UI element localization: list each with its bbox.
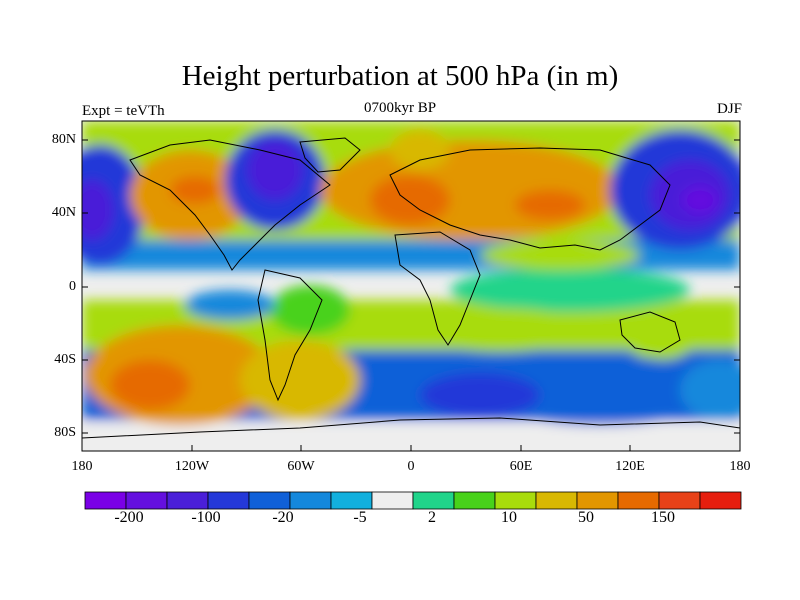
- colorbar-swatch: [494, 491, 537, 510]
- colorbar-swatch: [289, 491, 332, 510]
- colorbar-swatch: [453, 491, 496, 510]
- colorbar-swatch: [699, 491, 742, 510]
- colorbar: [84, 491, 742, 510]
- lat-label-40s: 40S: [54, 352, 76, 367]
- colorbar-swatch: [371, 491, 414, 510]
- colorbar-swatch: [658, 491, 701, 510]
- lon-label-120e: 120E: [615, 459, 645, 474]
- colorbar-swatch: [125, 491, 168, 510]
- coastlines: [82, 137, 740, 439]
- colorbar-label: -200: [114, 509, 144, 526]
- lat-ticks: [82, 139, 740, 434]
- colorbar-label: -5: [353, 509, 367, 526]
- map-title: Height perturbation at 500 hPa (in m): [181, 60, 619, 92]
- season-label: DJF: [716, 101, 742, 117]
- colorbar-label: 150: [651, 509, 675, 526]
- colorbar-swatch: [166, 491, 209, 510]
- colorbar-swatch: [412, 491, 455, 510]
- lat-label-80n: 80N: [51, 132, 76, 147]
- colorbar-swatch: [248, 491, 291, 510]
- colorbar-swatch: [617, 491, 660, 510]
- lat-label-80s: 80S: [54, 425, 76, 440]
- lon-label-180e: 180: [729, 459, 751, 474]
- lon-label-60w: 60W: [287, 459, 315, 474]
- lat-label-40n: 40N: [51, 205, 76, 220]
- period-label: 0700kyr BP: [363, 100, 437, 116]
- field-layer: [82, 121, 740, 451]
- lon-ticks: [81, 445, 741, 451]
- experiment-label: Expt = teVTh: [82, 103, 165, 119]
- lon-label-180w: 180: [71, 459, 93, 474]
- colorbar-swatch: [84, 491, 127, 510]
- colorbar-swatch: [535, 491, 578, 510]
- colorbar-swatch: [576, 491, 619, 510]
- lon-label-60e: 60E: [509, 459, 533, 474]
- colorbar-label: 10: [501, 509, 517, 526]
- colorbar-label: 50: [578, 509, 594, 526]
- lon-label-0: 0: [407, 459, 415, 474]
- lon-label-120w: 120W: [174, 459, 210, 474]
- lat-label-0: 0: [69, 279, 76, 294]
- colorbar-label: -100: [191, 509, 221, 526]
- colorbar-label: 2: [428, 509, 436, 526]
- colorbar-label: -20: [272, 509, 294, 526]
- colorbar-swatch: [207, 491, 250, 510]
- colorbar-swatch: [330, 491, 373, 510]
